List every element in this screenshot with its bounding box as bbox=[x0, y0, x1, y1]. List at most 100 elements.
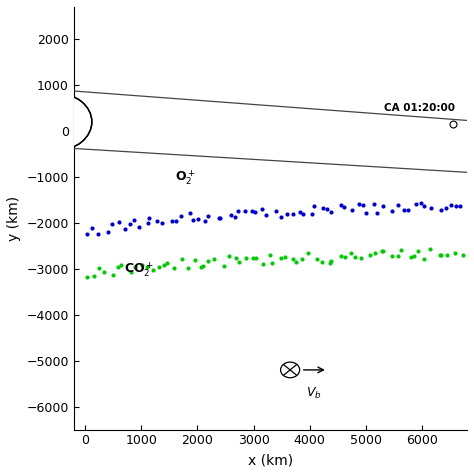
Point bbox=[438, 252, 445, 259]
Point bbox=[327, 208, 335, 216]
Point bbox=[410, 252, 418, 259]
Point bbox=[31, 176, 38, 183]
Point bbox=[215, 214, 222, 221]
Point bbox=[379, 247, 387, 255]
Point bbox=[324, 205, 331, 213]
Point bbox=[117, 261, 125, 269]
Point bbox=[100, 268, 108, 276]
Point bbox=[327, 257, 335, 265]
Point bbox=[17, 119, 25, 127]
Point bbox=[397, 246, 405, 254]
Point bbox=[26, 159, 33, 167]
Point bbox=[259, 261, 267, 268]
Point bbox=[401, 207, 408, 214]
Text: $V_b$: $V_b$ bbox=[306, 386, 321, 401]
Point bbox=[374, 210, 381, 217]
Point bbox=[418, 200, 425, 207]
Point bbox=[18, 185, 25, 193]
Point bbox=[7, 176, 14, 183]
Point bbox=[131, 263, 138, 270]
Point bbox=[96, 264, 103, 272]
Point bbox=[89, 224, 96, 231]
Point bbox=[171, 264, 178, 272]
Point bbox=[263, 211, 270, 219]
Point bbox=[337, 252, 345, 259]
Point bbox=[135, 224, 143, 231]
Point bbox=[394, 252, 402, 259]
Point bbox=[29, 158, 36, 166]
Point bbox=[268, 259, 276, 267]
Point bbox=[388, 253, 396, 260]
Point bbox=[14, 191, 22, 198]
Point bbox=[144, 263, 151, 271]
Point bbox=[28, 156, 36, 164]
Point bbox=[227, 211, 235, 219]
Point bbox=[355, 201, 362, 208]
Point bbox=[154, 217, 161, 225]
Point bbox=[252, 254, 259, 262]
Point bbox=[23, 141, 31, 148]
Point bbox=[38, 165, 46, 173]
Point bbox=[3, 165, 10, 173]
Point bbox=[168, 218, 176, 225]
Point bbox=[44, 193, 52, 201]
Point bbox=[30, 153, 38, 161]
Point bbox=[426, 245, 434, 253]
Point bbox=[0, 161, 7, 168]
Point bbox=[146, 214, 153, 221]
Point bbox=[108, 220, 116, 228]
Point bbox=[437, 252, 444, 259]
Point bbox=[378, 247, 385, 255]
Point bbox=[258, 205, 266, 212]
Point bbox=[31, 148, 38, 156]
Point bbox=[1, 170, 9, 177]
Point bbox=[1, 140, 9, 148]
Point bbox=[90, 273, 98, 280]
Point bbox=[198, 263, 205, 270]
Point bbox=[357, 254, 365, 261]
Point bbox=[460, 252, 467, 259]
Point bbox=[186, 209, 193, 217]
Point bbox=[32, 155, 40, 163]
Point bbox=[5, 141, 12, 148]
Point bbox=[15, 122, 22, 130]
Point bbox=[35, 190, 42, 198]
Point bbox=[347, 249, 355, 256]
Point bbox=[388, 208, 395, 215]
Text: O$_2^+$: O$_2^+$ bbox=[175, 169, 196, 187]
Point bbox=[297, 208, 304, 216]
Point bbox=[115, 219, 123, 226]
Point bbox=[235, 258, 242, 265]
Point bbox=[337, 201, 345, 209]
Point bbox=[201, 218, 209, 225]
Point bbox=[199, 262, 207, 270]
Point bbox=[184, 264, 192, 272]
Point bbox=[28, 174, 36, 182]
Point bbox=[9, 113, 16, 120]
Point bbox=[394, 201, 402, 209]
Point bbox=[226, 253, 233, 260]
Point bbox=[27, 149, 35, 156]
Point bbox=[127, 220, 134, 228]
Point bbox=[304, 249, 312, 257]
Point bbox=[210, 255, 218, 263]
Point bbox=[283, 210, 291, 218]
Point bbox=[220, 263, 228, 270]
Point bbox=[83, 230, 91, 238]
Point bbox=[7, 122, 14, 130]
Point bbox=[5, 118, 12, 125]
Point bbox=[39, 138, 47, 146]
Point bbox=[49, 193, 57, 201]
Point bbox=[379, 202, 387, 210]
Point bbox=[290, 210, 297, 218]
Point bbox=[13, 191, 20, 199]
Point bbox=[114, 264, 121, 271]
Point bbox=[371, 249, 379, 257]
Point bbox=[231, 213, 238, 221]
Point bbox=[11, 133, 19, 141]
Point bbox=[248, 208, 256, 215]
Point bbox=[319, 259, 326, 266]
Point bbox=[340, 204, 347, 211]
Point bbox=[242, 255, 250, 262]
Point bbox=[249, 255, 256, 262]
